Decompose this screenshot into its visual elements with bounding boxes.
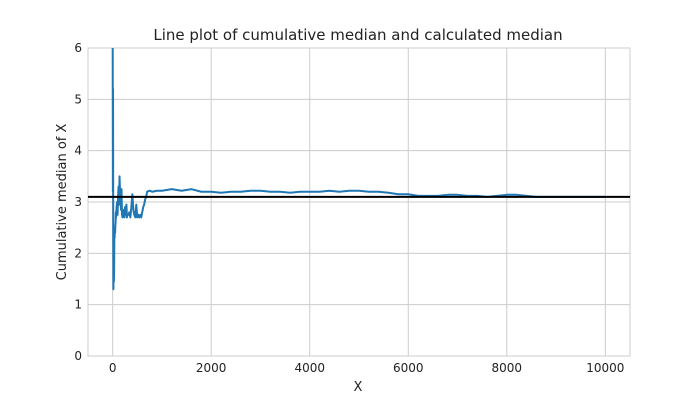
y-tick-label: 1 [74,298,82,312]
y-tick-label: 2 [74,246,82,260]
cumulative-median-line [111,47,606,291]
y-tick-label: 0 [74,349,82,363]
y-tick-label: 3 [74,195,82,209]
y-tick-label: 6 [74,41,82,55]
grid-lines [88,47,630,357]
y-tick-label: 4 [74,144,82,158]
x-tick-labels: 0 2000 4000 6000 8000 10000 [109,361,625,375]
x-tick-label: 6000 [393,361,424,375]
x-tick-label: 2000 [196,361,227,375]
series-layer [111,47,606,291]
plot-frame [87,47,631,357]
x-tick-label: 4000 [294,361,325,375]
y-tick-labels: 0 1 2 3 4 5 6 [74,41,82,363]
x-axis-label: X [354,380,363,395]
x-tick-label: 0 [109,361,117,375]
chart-title: Line plot of cumulative median and calcu… [153,26,562,44]
x-tick-label: 8000 [492,361,523,375]
x-tick-label: 10000 [586,361,624,375]
y-axis-label: Cumulative median of X [55,124,70,281]
y-tick-label: 5 [74,92,82,106]
